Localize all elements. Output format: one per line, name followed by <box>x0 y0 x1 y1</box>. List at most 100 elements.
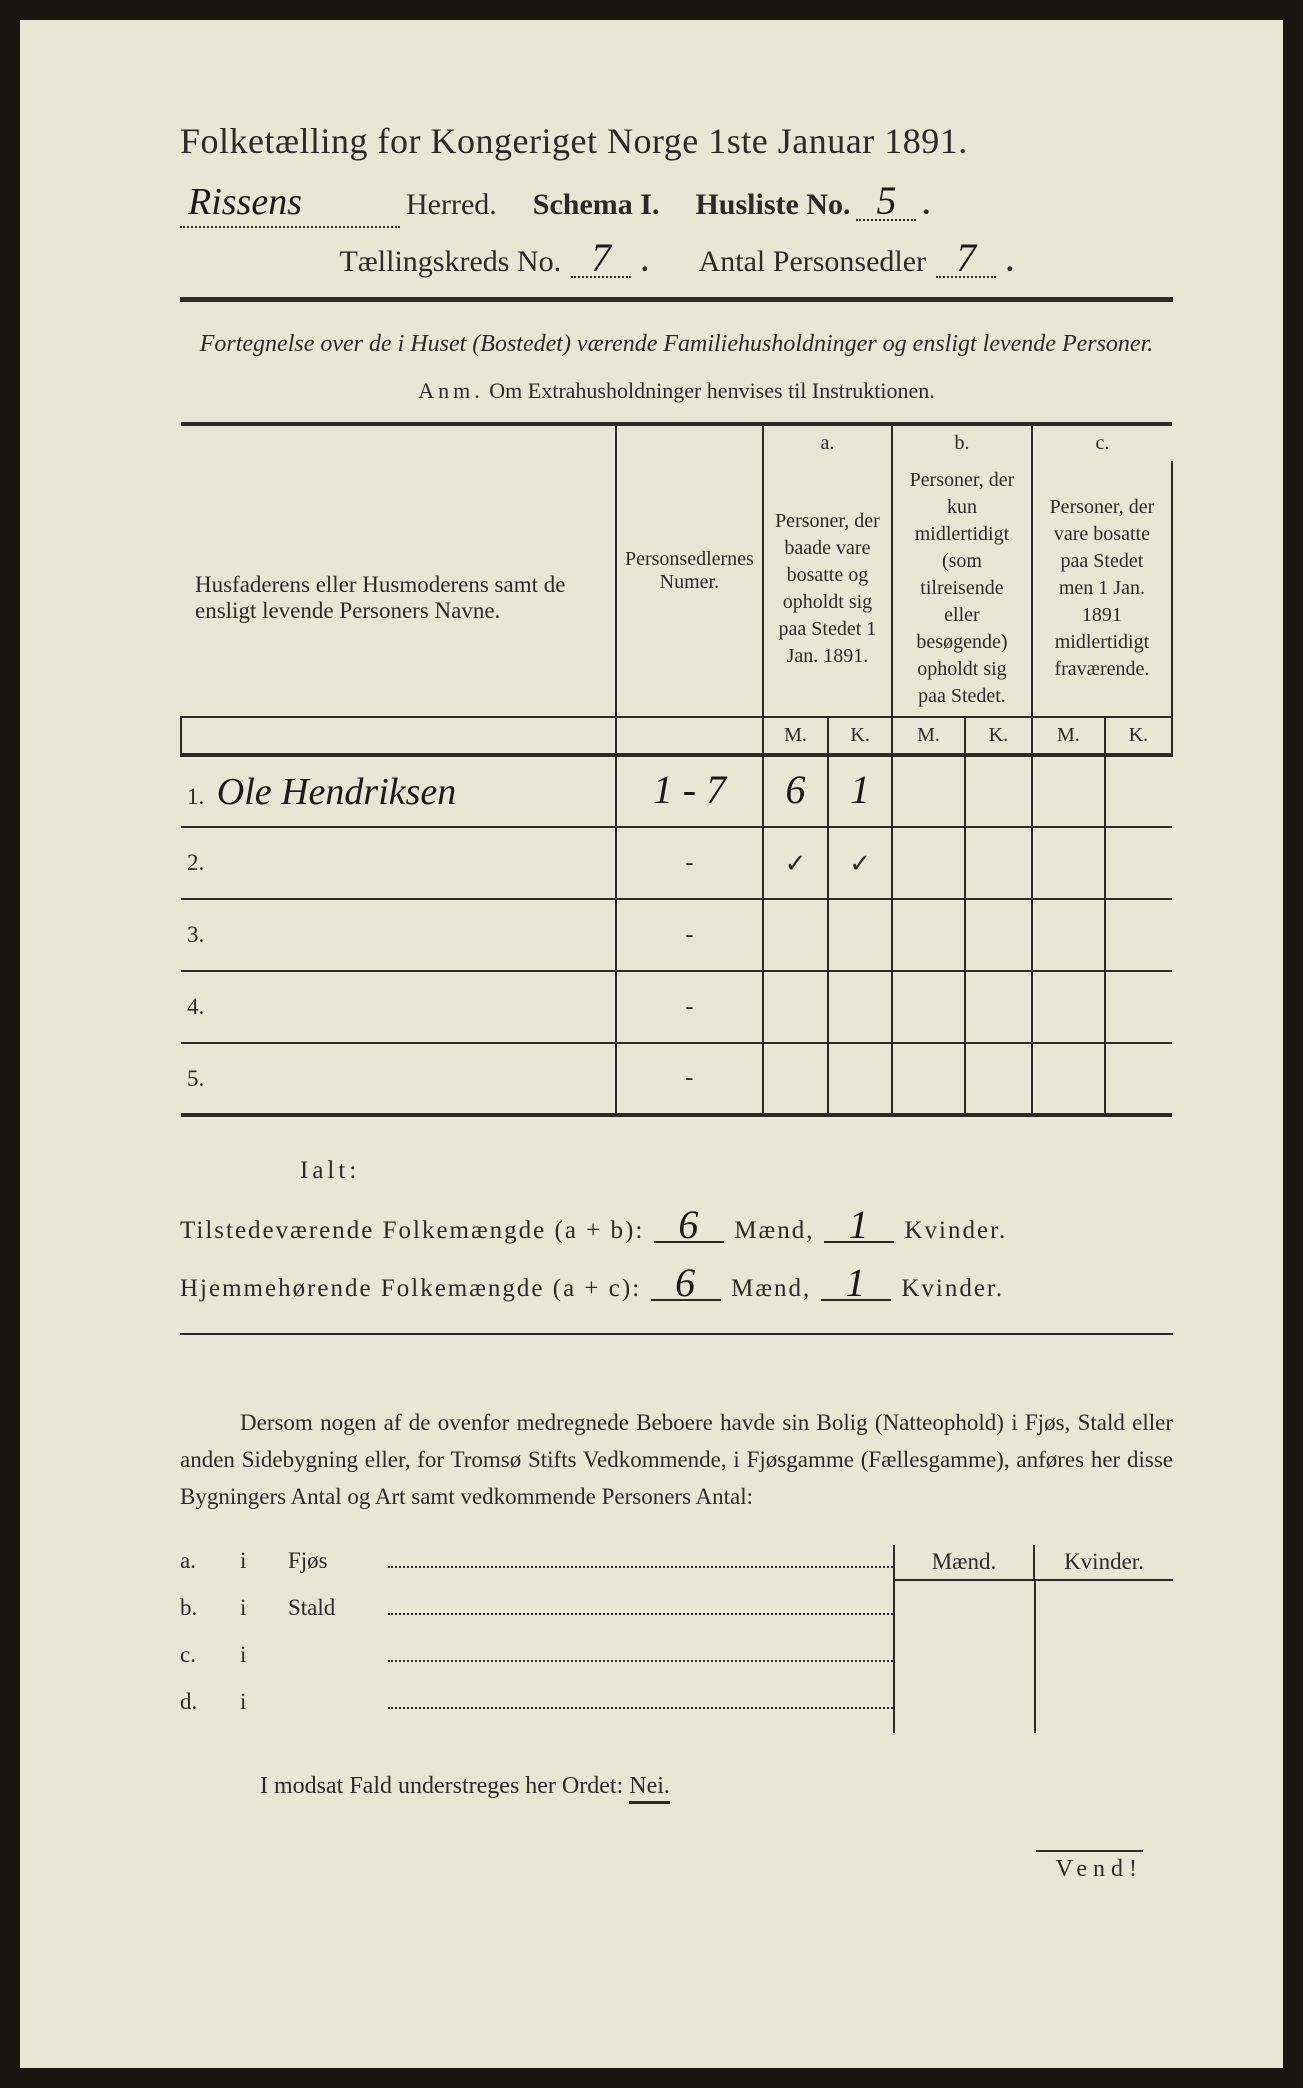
herred-label: Herred. <box>406 188 497 222</box>
c-m-header: M. <box>1032 717 1105 755</box>
row-num: 5. <box>187 1066 211 1092</box>
rule-1 <box>180 297 1173 302</box>
dotted-line <box>388 1545 893 1568</box>
row-c-k <box>1105 1043 1172 1115</box>
row-c-k <box>1105 899 1172 971</box>
row-c-m <box>1032 755 1105 827</box>
page-title: Folketælling for Kongeriget Norge 1ste J… <box>180 120 1173 162</box>
sum1-kvinder: Kvinder. <box>904 1217 1007 1245</box>
row-a-k <box>828 899 892 971</box>
mk-kvinder-header: Kvinder. <box>1033 1545 1173 1579</box>
row-b-m <box>892 827 965 899</box>
row-c-k <box>1105 827 1172 899</box>
sum2-m: 6 <box>651 1267 721 1301</box>
sum-line-1: Tilstedeværende Folkemængde (a + b): 6 M… <box>180 1209 1173 1245</box>
a-k-header: K. <box>828 717 892 755</box>
building-paragraph: Dersom nogen af de ovenfor medregnede Be… <box>180 1405 1173 1515</box>
nei-pre: I modsat Fald understreges her Ordet: <box>260 1773 623 1799</box>
table-row: 5. - <box>181 1043 1172 1115</box>
building-row: d. i <box>180 1686 893 1715</box>
row-a-m <box>763 899 828 971</box>
antal-label: Antal Personsedler <box>699 245 926 279</box>
anm-text: Om Extrahusholdninger henvises til Instr… <box>489 378 934 403</box>
kreds-label: Tællingskreds No. <box>339 245 561 279</box>
building-row: a. i Fjøs <box>180 1545 893 1574</box>
col-a-header: Personer, der baade vare bosatte og opho… <box>763 461 892 717</box>
row-b-k <box>965 827 1032 899</box>
census-form-page: Folketælling for Kongeriget Norge 1ste J… <box>20 20 1283 2068</box>
col-b-header: Personer, der kun midlertidigt (som tilr… <box>892 461 1032 717</box>
kreds-value: 7 <box>571 242 631 278</box>
row-a-m <box>763 1043 828 1115</box>
table-row: 4. - <box>181 971 1172 1043</box>
row-b-m <box>892 971 965 1043</box>
row-b-k <box>965 971 1032 1043</box>
building-row-letter: d. <box>180 1689 220 1715</box>
row-c-m <box>1032 1043 1105 1115</box>
building-row-i: i <box>240 1642 268 1668</box>
row-c-k <box>1105 755 1172 827</box>
row-sedler: - <box>616 827 763 899</box>
c-k-header: K. <box>1105 717 1172 755</box>
dotted-line <box>388 1686 893 1709</box>
b-m-header: M. <box>892 717 965 755</box>
col-b-letter: b. <box>892 424 1032 461</box>
building-row-name: Fjøs <box>288 1548 368 1574</box>
row-c-m <box>1032 827 1105 899</box>
row-c-m <box>1032 971 1105 1043</box>
table-row: 3. - <box>181 899 1172 971</box>
row-b-k <box>965 1043 1032 1115</box>
building-row-i: i <box>240 1689 268 1715</box>
subtitle: Fortegnelse over de i Huset (Bostedet) v… <box>180 326 1173 362</box>
a-m-header: M. <box>763 717 828 755</box>
row-name: Ole Hendriksen <box>217 771 457 813</box>
building-row-i: i <box>240 1548 268 1574</box>
row-num: 4. <box>187 994 211 1020</box>
row-b-k <box>965 899 1032 971</box>
husliste-value: 5 <box>856 185 916 221</box>
building-row-letter: b. <box>180 1595 220 1621</box>
building-row-name: Stald <box>288 1595 368 1621</box>
row-a-m <box>763 971 828 1043</box>
row-b-k <box>965 755 1032 827</box>
nei-word: Nei. <box>629 1773 670 1804</box>
building-rows: a. i Fjøs b. i Stald c. i d. i <box>180 1545 893 1733</box>
mk-maend-header: Mænd. <box>895 1545 1033 1579</box>
row-b-m <box>892 899 965 971</box>
row-a-k <box>828 1043 892 1115</box>
dotted-line <box>388 1592 893 1615</box>
ialt-label: Ialt: <box>300 1157 1173 1185</box>
husliste-label: Husliste No. <box>695 188 850 222</box>
building-row-letter: a. <box>180 1548 220 1574</box>
sum1-k: 1 <box>824 1209 894 1243</box>
mk-columns: Mænd. Kvinder. <box>893 1545 1173 1733</box>
nei-line: I modsat Fald understreges her Ordet: Ne… <box>260 1773 1173 1800</box>
row-a-m: ✓ <box>763 827 828 899</box>
row-sedler: - <box>616 971 763 1043</box>
sum-line-2: Hjemmehørende Folkemængde (a + c): 6 Mæn… <box>180 1267 1173 1303</box>
b-k-header: K. <box>965 717 1032 755</box>
table-row: 1. Ole Hendriksen 1 - 7 6 1 <box>181 755 1172 827</box>
anm-line: Anm. Om Extrahusholdninger henvises til … <box>180 378 1173 404</box>
building-row: c. i <box>180 1639 893 1668</box>
building-row: b. i Stald <box>180 1592 893 1621</box>
row-num: 3. <box>187 922 211 948</box>
building-row-letter: c. <box>180 1642 220 1668</box>
row-b-m <box>892 755 965 827</box>
row-a-k: 1 <box>828 755 892 827</box>
sum2-k: 1 <box>821 1267 891 1301</box>
row-b-m <box>892 1043 965 1115</box>
row-c-m <box>1032 899 1105 971</box>
row-a-k <box>828 971 892 1043</box>
row-num: 1. <box>187 784 211 810</box>
row-sedler: - <box>616 1043 763 1115</box>
header-line-3: Tællingskreds No. 7 . Antal Personsedler… <box>180 242 1173 279</box>
header-line-2: Rissens Herred. Schema I. Husliste No. 5… <box>180 180 1173 228</box>
rule-2 <box>180 1333 1173 1335</box>
col-names-header: Husfaderens eller Husmoderens samt de en… <box>195 572 565 623</box>
col-c-letter: c. <box>1032 424 1172 461</box>
col-sedler-header: Personsedlernes Numer. <box>625 548 754 593</box>
dotted-line <box>388 1639 893 1662</box>
sum1-m: 6 <box>654 1209 724 1243</box>
sum2-kvinder: Kvinder. <box>901 1275 1004 1303</box>
